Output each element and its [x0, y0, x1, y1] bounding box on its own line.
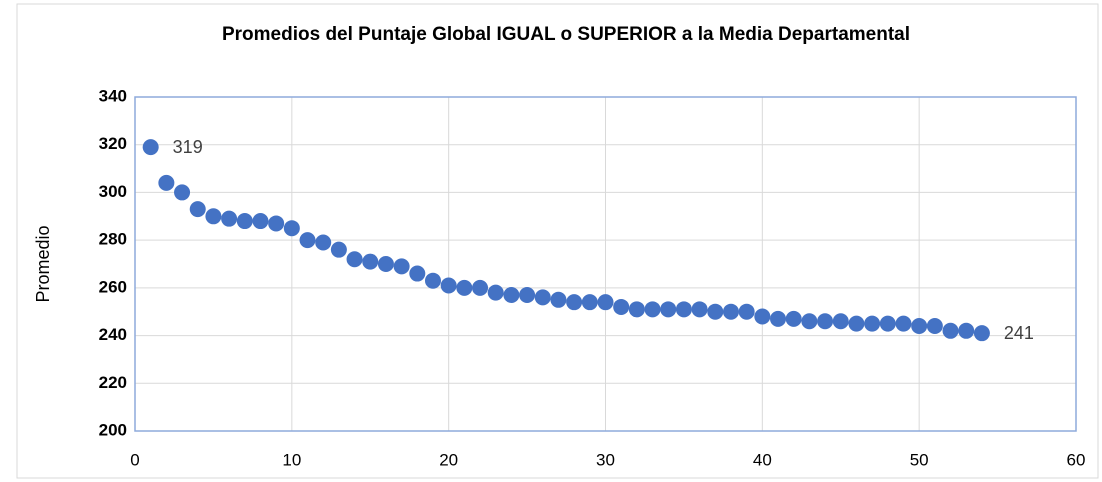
- chart-frame: [16, 3, 1099, 479]
- point: [377, 256, 394, 272]
- x-tick-label: 20: [439, 450, 458, 469]
- point: [158, 174, 175, 191]
- point: [487, 284, 504, 301]
- point: [550, 291, 567, 308]
- y-tick-label: 260: [99, 277, 127, 296]
- point: [472, 279, 489, 296]
- point: [362, 253, 379, 270]
- x-tick-label: 50: [910, 450, 929, 469]
- x-tick-label: 10: [282, 450, 301, 469]
- point: [283, 220, 300, 237]
- point: [393, 258, 410, 275]
- point: [519, 287, 536, 304]
- y-tick-label: 220: [99, 373, 127, 392]
- y-tick-label: 340: [99, 86, 127, 105]
- point: [597, 294, 614, 311]
- point: [801, 313, 818, 330]
- point: [691, 301, 708, 318]
- data-label: 241: [1004, 323, 1034, 343]
- point: [330, 241, 347, 258]
- point: [424, 272, 441, 289]
- point: [832, 313, 849, 330]
- point: [926, 318, 943, 335]
- point: [738, 303, 755, 320]
- x-tick-label: 0: [130, 450, 139, 469]
- point: [613, 298, 630, 315]
- point: [174, 184, 191, 201]
- point: [221, 210, 238, 227]
- y-tick-label: 320: [99, 134, 127, 153]
- point: [879, 315, 896, 332]
- data-label: 319: [173, 137, 203, 157]
- point: [440, 277, 457, 294]
- point: [644, 301, 661, 318]
- point: [236, 213, 253, 230]
- y-tick-label: 240: [99, 325, 127, 344]
- point: [911, 318, 928, 335]
- point: [707, 303, 724, 320]
- point: [503, 287, 520, 304]
- point: [848, 315, 865, 332]
- point: [299, 232, 316, 249]
- plot-area-border: [134, 96, 1077, 432]
- point: [205, 208, 222, 225]
- point: [628, 301, 645, 318]
- point: [770, 310, 787, 327]
- y-tick-label: 300: [99, 182, 127, 201]
- point: [581, 294, 598, 311]
- point: [142, 139, 159, 156]
- point: [675, 301, 692, 318]
- point: [252, 213, 269, 230]
- point: [973, 325, 990, 342]
- point: [942, 322, 959, 339]
- x-tick-label: 30: [596, 450, 615, 469]
- y-axis-label: Promedio: [33, 225, 53, 302]
- point: [958, 322, 975, 339]
- point: [722, 303, 739, 320]
- point: [817, 313, 834, 330]
- point: [409, 265, 426, 282]
- point: [268, 215, 285, 232]
- point: [534, 289, 551, 306]
- point: [315, 234, 332, 251]
- point: [754, 308, 771, 325]
- point: [566, 294, 583, 311]
- point: [346, 251, 363, 268]
- point: [785, 310, 802, 327]
- y-tick-label: 280: [99, 230, 127, 249]
- point: [660, 301, 677, 318]
- point: [189, 201, 206, 218]
- x-tick-label: 40: [753, 450, 772, 469]
- point: [864, 315, 881, 332]
- point: [456, 279, 473, 296]
- y-tick-label: 200: [99, 420, 127, 439]
- point: [895, 315, 912, 332]
- x-tick-label: 60: [1067, 450, 1086, 469]
- chart-title: Promedios del Puntaje Global IGUAL o SUP…: [222, 24, 910, 45]
